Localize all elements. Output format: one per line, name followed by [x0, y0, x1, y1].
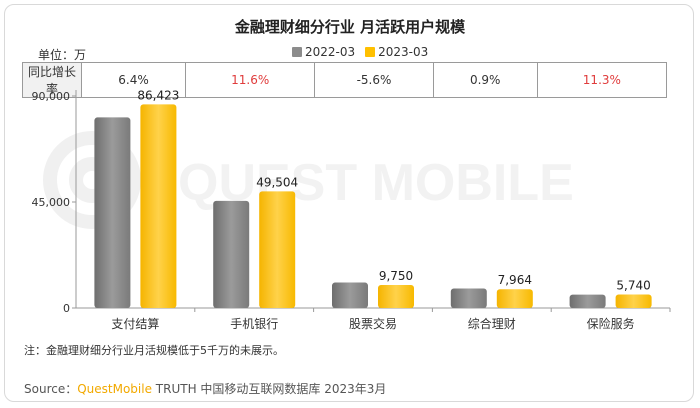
source-brand: QuestMobile: [77, 382, 152, 396]
source-prefix: Source：: [24, 382, 78, 396]
bar-2023: [496, 289, 533, 308]
x-tick-label: 股票交易: [349, 316, 397, 331]
bar-2023: [615, 294, 652, 308]
legend-label-2023: 2023-03: [378, 45, 429, 59]
yoy-table: 同比增长率 6.4% 11.6% -5.6% 0.9% 11.3%: [22, 62, 668, 98]
legend-item-2023: 2023-03: [365, 45, 428, 59]
chart-title: 金融理财细分行业 月活跃用户规模: [234, 18, 466, 36]
source-line: Source：QuestMobile TRUTH 中国移动互联网数据库 2023…: [24, 380, 386, 397]
data-label: 49,504: [256, 175, 298, 189]
yoy-header: 同比增长率: [22, 62, 82, 98]
bar-2022: [569, 294, 606, 308]
y-tick-label: 90,000: [32, 90, 71, 103]
unit-label: 单位：万: [38, 48, 87, 62]
legend-label-2022: 2022-03: [305, 45, 356, 59]
yoy-cell: 11.3%: [536, 62, 668, 98]
yoy-cell: 0.9%: [432, 62, 538, 98]
bar-2023: [259, 191, 296, 308]
legend: 2022-03 2023-03: [292, 45, 428, 59]
data-label: 86,423: [137, 88, 179, 102]
bar-2022: [332, 282, 368, 308]
legend-item-2022: 2022-03: [292, 45, 355, 59]
x-tick-label: 支付结算: [111, 316, 159, 331]
y-tick-label: 45,000: [32, 196, 71, 209]
yoy-cell: -5.6%: [314, 62, 434, 98]
x-tick-label: 综合理财: [468, 316, 516, 331]
bar-2023: [378, 285, 414, 308]
footnote: 注：金融理财细分行业月活规模低于5千万的未展示。: [24, 344, 284, 357]
bar-2022: [94, 117, 131, 309]
data-label: 7,964: [498, 273, 532, 287]
yoy-cell: 11.6%: [185, 62, 316, 98]
yoy-row: 同比增长率 6.4% 11.6% -5.6% 0.9% 11.3%: [22, 62, 668, 98]
bar-2022: [213, 200, 250, 308]
data-label: 5,740: [616, 278, 650, 292]
data-label: 9,750: [379, 269, 413, 283]
legend-swatch-2022: [292, 47, 302, 57]
source-rest: TRUTH 中国移动互联网数据库 2023年3月: [151, 382, 387, 396]
x-tick-label: 保险服务: [587, 316, 635, 331]
yoy-cell: 6.4%: [80, 62, 187, 98]
y-tick-label: 0: [63, 302, 70, 315]
bar-2023: [140, 104, 177, 309]
x-tick-label: 手机银行: [230, 317, 278, 331]
bar-2022: [450, 288, 487, 308]
legend-swatch-2023: [365, 47, 376, 57]
